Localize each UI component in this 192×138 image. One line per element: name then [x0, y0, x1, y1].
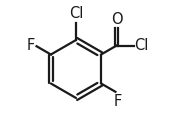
Text: O: O [111, 12, 122, 27]
Text: F: F [27, 38, 35, 53]
Text: Cl: Cl [69, 6, 83, 21]
Text: F: F [113, 94, 121, 109]
Text: Cl: Cl [135, 38, 149, 53]
